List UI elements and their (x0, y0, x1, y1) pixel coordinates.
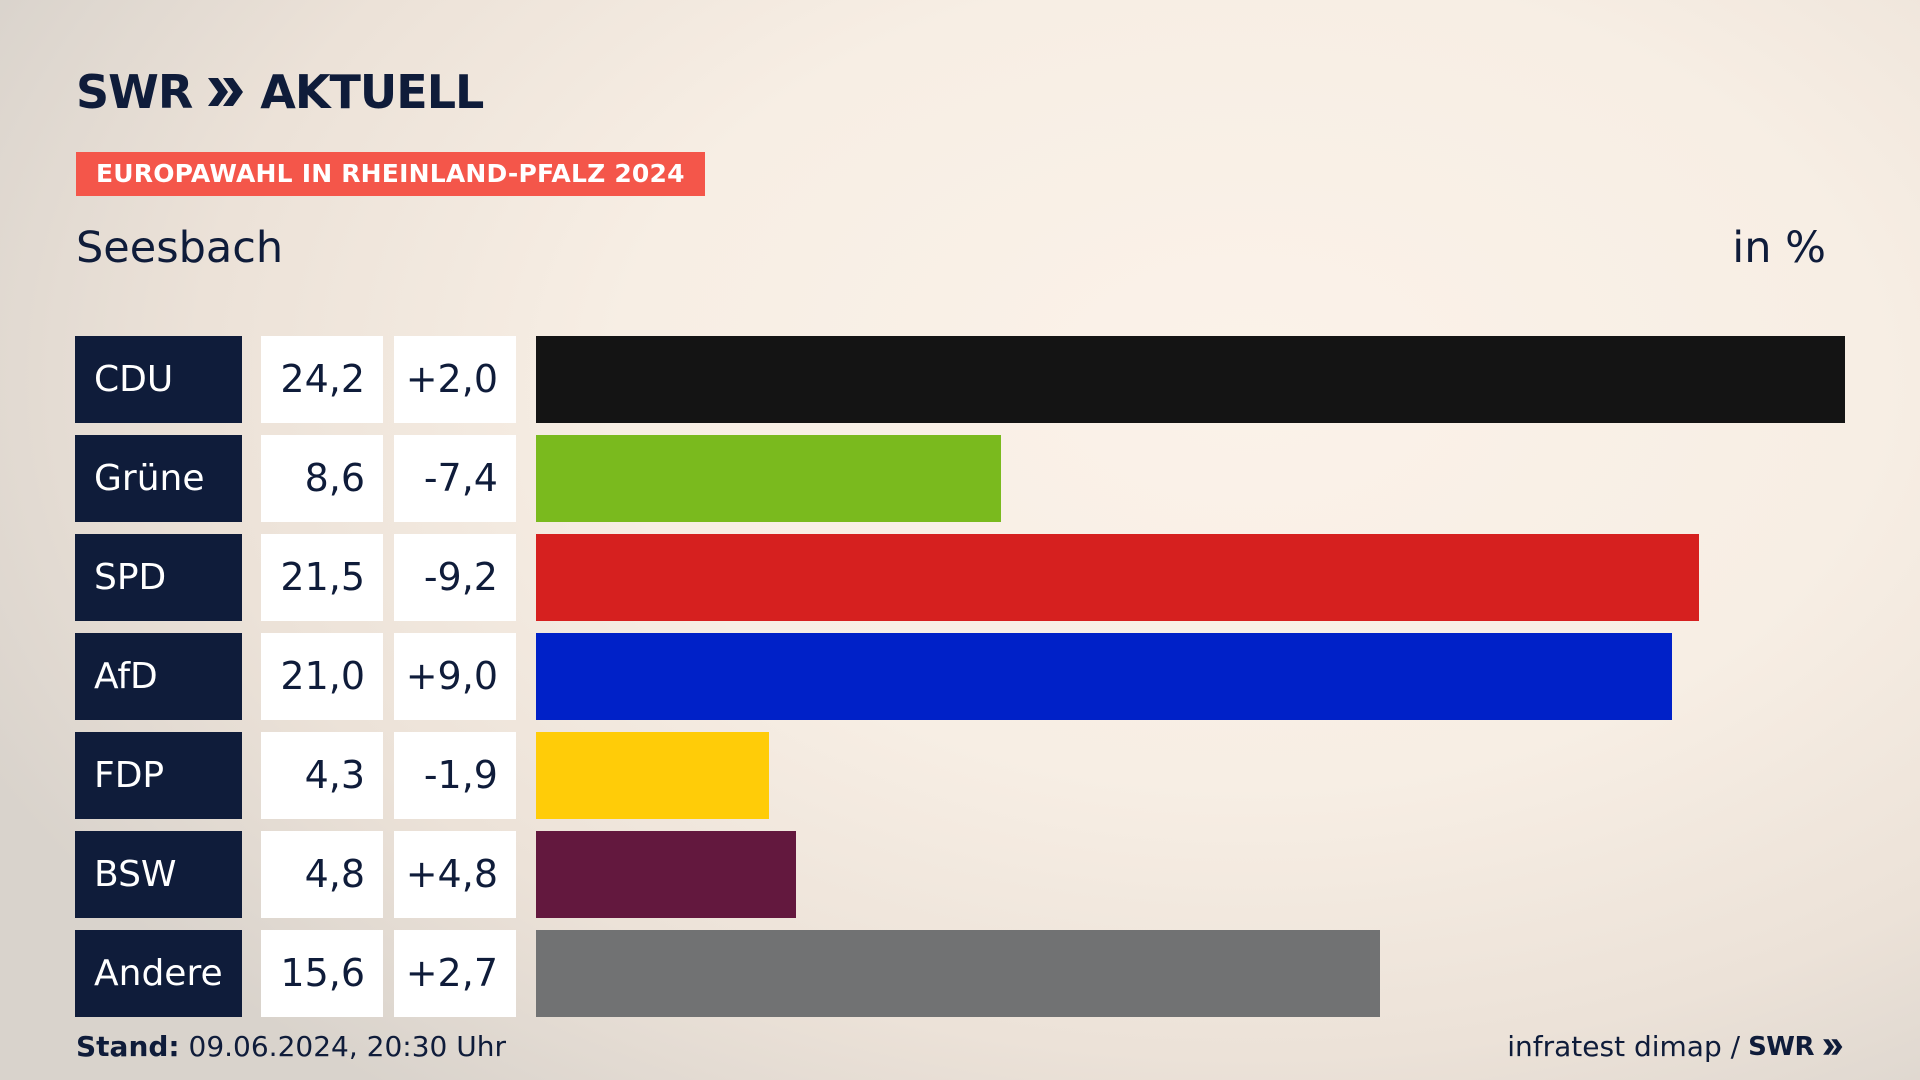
chart-row: CDU 24,2 +2,0 (75, 336, 1845, 423)
diff-label: -9,2 (394, 534, 516, 621)
election-tag: EUROPAWAHL IN RHEINLAND-PFALZ 2024 (76, 152, 705, 196)
bar (536, 435, 1001, 522)
chart-row: BSW 4,8 +4,8 (75, 831, 1845, 918)
value-label: 4,3 (261, 732, 383, 819)
diff-label: +4,8 (394, 831, 516, 918)
stand-value: 09.06.2024, 20:30 Uhr (179, 1030, 506, 1063)
bar (536, 336, 1845, 423)
party-label: AfD (75, 633, 242, 720)
value-label: 15,6 (261, 930, 383, 1017)
diff-label: +9,0 (394, 633, 516, 720)
value-label: 24,2 (261, 336, 383, 423)
source-text: infratest dimap / (1507, 1030, 1741, 1063)
party-label: CDU (75, 336, 242, 423)
chart-row: SPD 21,5 -9,2 (75, 534, 1845, 621)
party-label: Grüne (75, 435, 242, 522)
value-label: 21,0 (261, 633, 383, 720)
bar (536, 534, 1699, 621)
value-label: 21,5 (261, 534, 383, 621)
stand-timestamp: Stand: 09.06.2024, 20:30 Uhr (76, 1030, 506, 1064)
double-chevron-icon (208, 78, 244, 106)
diff-label: -1,9 (394, 732, 516, 819)
region-title: Seesbach (76, 223, 284, 273)
party-label: Andere (75, 930, 242, 1017)
chart-row: AfD 21,0 +9,0 (75, 633, 1845, 720)
chart-row: Grüne 8,6 -7,4 (75, 435, 1845, 522)
party-label: SPD (75, 534, 242, 621)
logo-swr-text: SWR (76, 65, 193, 119)
logo-aktuell-text: AKTUELL (260, 65, 484, 119)
source-credit: infratest dimap / SWR (1507, 1030, 1844, 1064)
bar (536, 831, 796, 918)
footer-swr-logo: SWR (1748, 1032, 1814, 1062)
swr-aktuell-logo: SWR AKTUELL (76, 65, 484, 119)
chart-row: FDP 4,3 -1,9 (75, 732, 1845, 819)
bar (536, 732, 769, 819)
diff-label: +2,7 (394, 930, 516, 1017)
diff-label: -7,4 (394, 435, 516, 522)
chart-row: Andere 15,6 +2,7 (75, 930, 1845, 1017)
bar (536, 930, 1380, 1017)
bar (536, 633, 1672, 720)
diff-label: +2,0 (394, 336, 516, 423)
party-label: BSW (75, 831, 242, 918)
stand-label: Stand: (76, 1030, 180, 1063)
party-label: FDP (75, 732, 242, 819)
value-label: 8,6 (261, 435, 383, 522)
double-chevron-icon (1823, 1039, 1843, 1055)
unit-label: in % (1732, 223, 1826, 273)
value-label: 4,8 (261, 831, 383, 918)
